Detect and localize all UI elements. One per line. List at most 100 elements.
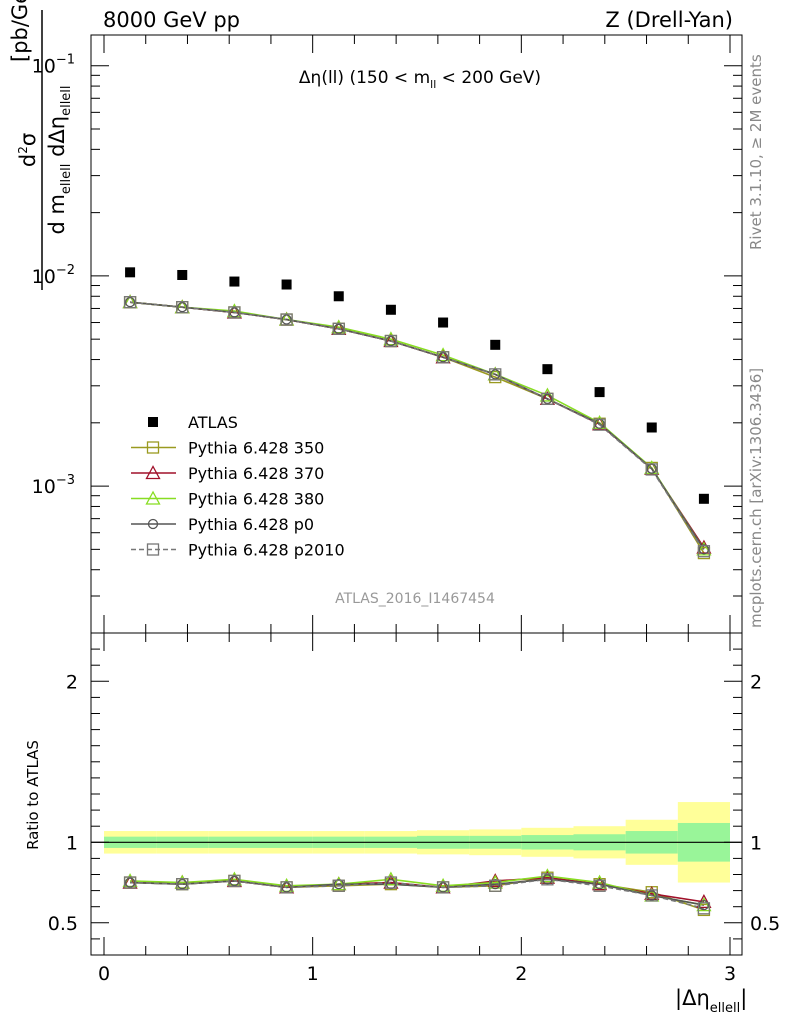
data-point: [542, 393, 553, 405]
svg-text:[pb/GeV]: [pb/GeV]: [8, 0, 32, 62]
ratio-plot: 0.5 0.5 1 1 2 2 0 1 2 3 Ratio to ATLAS |Δηellell|: [24, 632, 780, 1016]
data-point: [176, 301, 189, 314]
data-point: [385, 304, 396, 315]
header-right: Z (Drell-Yan): [605, 8, 733, 32]
side-label-rivet: Rivet 3.1.10, ≥ 2M events: [747, 54, 765, 250]
x-tick-label: 3: [724, 963, 736, 985]
side-label-mcplots: mcplots.cern.ch [arXiv:1306.3436]: [747, 368, 765, 628]
watermark: ATLAS_2016_I1467454: [335, 591, 495, 607]
data-point: [646, 422, 657, 433]
data-point: [146, 441, 160, 454]
series-line: [130, 301, 705, 552]
ratio-y-tick-label: 2: [66, 671, 78, 693]
data-point: [333, 323, 344, 334]
data-point: [229, 276, 240, 287]
chart-title: Δη(ll) (150 < mll < 200 GeV): [299, 68, 541, 91]
data-point: [229, 875, 240, 887]
data-point: [383, 871, 399, 886]
data-point: [177, 879, 188, 890]
data-point: [384, 334, 398, 348]
data-point: [541, 873, 554, 886]
data-point: [124, 877, 136, 888]
data-point: [125, 267, 136, 278]
data-point: [542, 364, 553, 375]
legend-label: Pythia 6.428 370: [188, 464, 324, 483]
data-point: [489, 879, 502, 892]
x-tick-label: 2: [515, 963, 527, 985]
data-point: [280, 313, 293, 326]
data-point: [490, 339, 501, 350]
data-point: [646, 890, 657, 901]
ratio-y-tick-label: 2: [750, 671, 762, 693]
data-point: [696, 539, 712, 554]
data-point: [177, 269, 188, 280]
data-point: [436, 881, 450, 894]
data-point: [697, 902, 711, 915]
data-point: [696, 897, 712, 912]
legend-label: Pythia 6.428 p2010: [188, 541, 345, 560]
legend-label: Pythia 6.428 p0: [188, 515, 314, 534]
ratio-y-tick-label: 1: [66, 832, 78, 854]
data-point: [228, 874, 241, 888]
x-axis-label: |Δηellell|: [675, 986, 747, 1016]
legend-label: Pythia 6.428 350: [188, 439, 324, 458]
data-point: [591, 876, 608, 891]
y-tick-label: 10−2: [32, 263, 75, 288]
data-point: [437, 882, 449, 893]
data-point: [145, 490, 161, 505]
legend: ATLAS Pythia 6.428 350 Pythia 6.428 370 Pyt…: [131, 413, 345, 560]
y-tick-label: 10−3: [32, 473, 75, 498]
data-point: [281, 279, 292, 290]
data-point: [438, 317, 449, 328]
data-point: [228, 306, 241, 319]
data-point: [594, 387, 605, 398]
data-point: [385, 335, 397, 347]
ratio-y-tick-label: 0.5: [48, 913, 78, 935]
y-axis-label: d2σ d mellell dΔηellell [pb/GeV]: [8, 0, 74, 290]
data-point: [145, 465, 161, 480]
data-point: [436, 351, 450, 364]
header-left: 8000 GeV pp: [103, 8, 240, 32]
data-point: [698, 544, 710, 555]
data-point: [437, 352, 449, 363]
data-point: [229, 307, 240, 318]
data-point: [698, 493, 709, 504]
data-point: [177, 302, 188, 313]
data-point: [697, 545, 711, 558]
data-point: [176, 878, 189, 891]
data-point: [281, 314, 292, 325]
x-tick-label: 1: [307, 963, 319, 985]
ratio-plot-frame: [90, 632, 743, 956]
data-point: [123, 296, 137, 309]
data-point: [123, 876, 137, 889]
data-point: [645, 889, 658, 902]
data-point: [541, 392, 554, 406]
data-point: [281, 882, 292, 893]
data-point: [593, 418, 606, 431]
data-point: [542, 874, 553, 885]
ratio-y-tick-label: 1: [750, 832, 762, 854]
data-point: [593, 879, 606, 892]
data-point: [124, 297, 136, 308]
ratio-series-line: [130, 878, 705, 910]
svg-text:d2σ: d2σ: [16, 133, 40, 167]
legend-label: Pythia 6.428 380: [188, 490, 324, 509]
x-tick-label: 0: [98, 963, 110, 985]
data-point: [148, 417, 158, 427]
data-point: [696, 541, 712, 556]
ratio-series-line: [130, 875, 705, 906]
ratio-y-axis-label: Ratio to ATLAS: [24, 740, 42, 850]
data-point: [333, 291, 344, 302]
svg-text:d mellell dΔηellell: d mellell dΔηellell: [45, 85, 74, 234]
data-point: [645, 463, 658, 476]
data-point: [147, 518, 159, 530]
data-point: [146, 543, 160, 556]
data-point: [490, 369, 501, 380]
legend-label: ATLAS: [188, 413, 238, 432]
y-tick-label: 10−1: [32, 53, 75, 78]
main-plot: 10−1 10−2 10−3 Δη(ll) (150 < mll < 200 GeV…: [8, 0, 743, 634]
data-point: [384, 876, 398, 889]
ratio-series-line: [130, 878, 705, 906]
data-point: [489, 368, 502, 381]
